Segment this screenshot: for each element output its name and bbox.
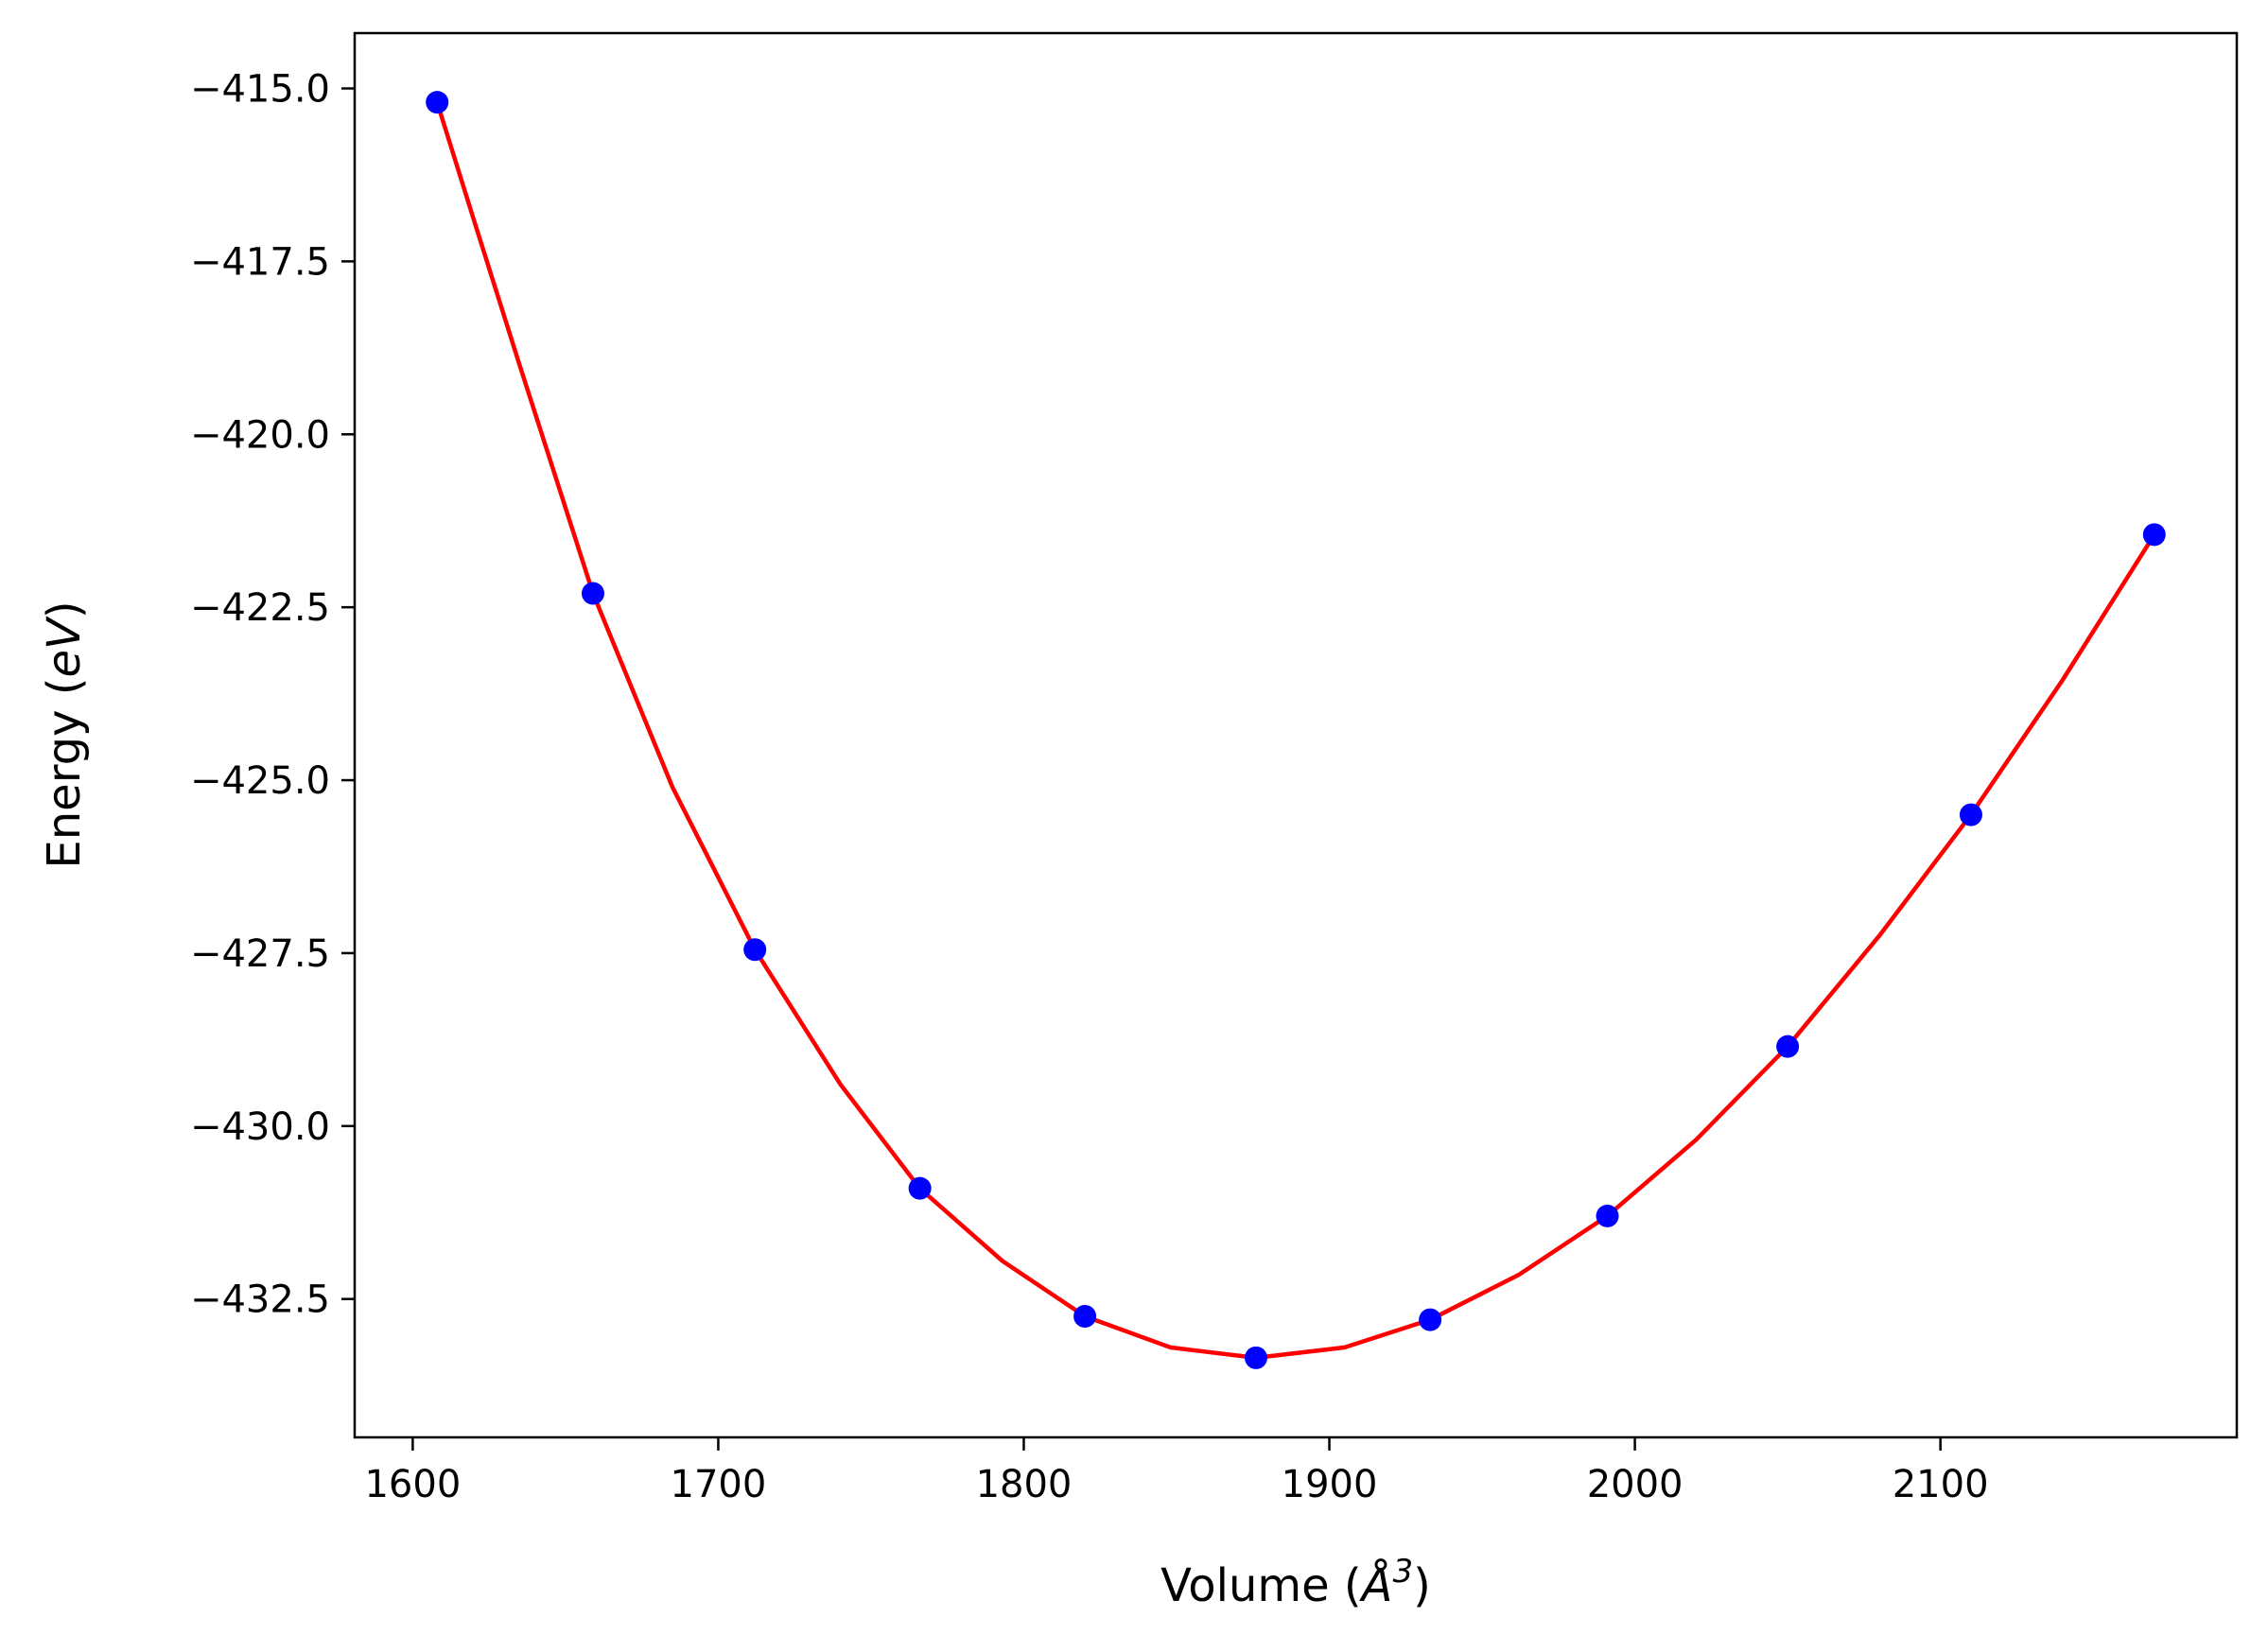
plot-frame xyxy=(353,31,2239,1439)
y-axis-ticks: −415.0 −417.5 −420.0 −422.5 −425.0 −427.5 −430… xyxy=(190,68,355,1322)
data-point xyxy=(2142,523,2166,547)
y-tick-label: −425.0 xyxy=(190,759,330,803)
x-tick-label: 2100 xyxy=(1893,1463,1989,1506)
x-axis-title-suffix: ) xyxy=(1413,1559,1431,1612)
y-tick-label: −432.5 xyxy=(190,1278,330,1322)
x-tick-label: 1700 xyxy=(671,1463,767,1506)
y-axis-title-suffix: ) xyxy=(38,600,91,618)
y-axis-title-prefix: Energy ( xyxy=(38,678,91,869)
data-point xyxy=(1776,1035,1800,1058)
x-tick-label: 1800 xyxy=(976,1463,1073,1506)
data-point xyxy=(908,1176,932,1200)
x-axis-title-superscript: 3 xyxy=(1392,1553,1413,1591)
data-point xyxy=(1959,803,1982,826)
y-axis-title-symbol: eV xyxy=(38,616,91,678)
x-tick-label: 2000 xyxy=(1587,1463,1684,1506)
data-point xyxy=(1245,1346,1268,1369)
data-point xyxy=(1073,1304,1097,1328)
y-tick-label: −415.0 xyxy=(190,68,330,112)
x-axis-ticks: 1600 1700 1800 1900 2000 2100 xyxy=(364,1437,1989,1506)
x-axis-title-prefix: Volume ( xyxy=(1160,1559,1362,1612)
y-tick-label: −417.5 xyxy=(190,240,330,284)
data-point xyxy=(743,938,767,962)
y-tick-label: −420.0 xyxy=(190,413,330,457)
data-point xyxy=(1596,1204,1619,1227)
fit-curve-line xyxy=(434,99,2157,1361)
plot-area xyxy=(355,33,2237,1437)
y-tick-label: −427.5 xyxy=(190,932,330,976)
x-axis-title: Volume (Å3) xyxy=(1160,1553,1431,1612)
data-point xyxy=(426,91,449,114)
x-axis-title-symbol: Å xyxy=(1359,1558,1393,1612)
y-axis-title: Energy (eV) xyxy=(38,600,91,868)
data-points xyxy=(426,91,2166,1369)
y-tick-label: −430.0 xyxy=(190,1105,330,1149)
data-point xyxy=(581,582,604,605)
x-tick-label: 1600 xyxy=(364,1463,461,1506)
x-tick-label: 1900 xyxy=(1282,1463,1378,1506)
data-point xyxy=(1419,1308,1442,1331)
y-tick-label: −422.5 xyxy=(190,586,330,630)
